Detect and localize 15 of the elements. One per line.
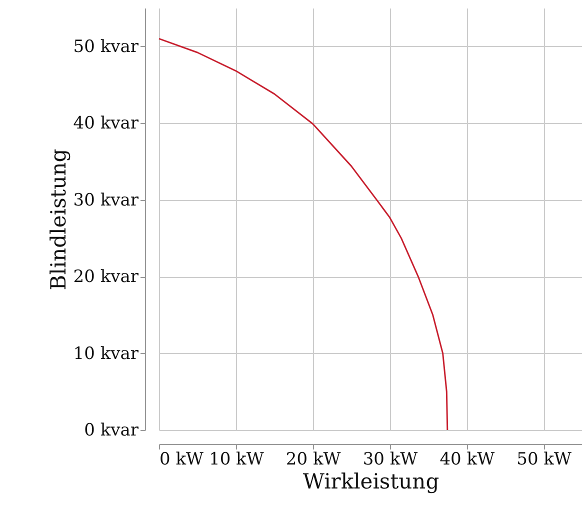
x-tick-label: 10 kW <box>209 450 264 470</box>
x-tick-label: 20 kW <box>286 450 342 470</box>
x-tick-label: 40 kW <box>440 450 496 470</box>
x-tick-label: 0 kW <box>160 450 204 470</box>
y-tick-label: 10 kvar <box>73 344 140 364</box>
y-axis-title: Blindleistung <box>46 148 70 290</box>
y-tick-label: 30 kvar <box>73 190 140 210</box>
x-tick-label: 30 kW <box>362 450 418 470</box>
y-tick-label: 50 kvar <box>73 36 140 57</box>
y-tick-label: 40 kvar <box>73 114 140 134</box>
y-tick-label: 20 kvar <box>73 267 140 288</box>
x-axis-title: Wirkleistung <box>302 470 440 494</box>
y-tick-label: 0 kvar <box>84 420 140 440</box>
x-tick-label: 50 kW <box>516 450 572 470</box>
line-series <box>158 38 448 431</box>
